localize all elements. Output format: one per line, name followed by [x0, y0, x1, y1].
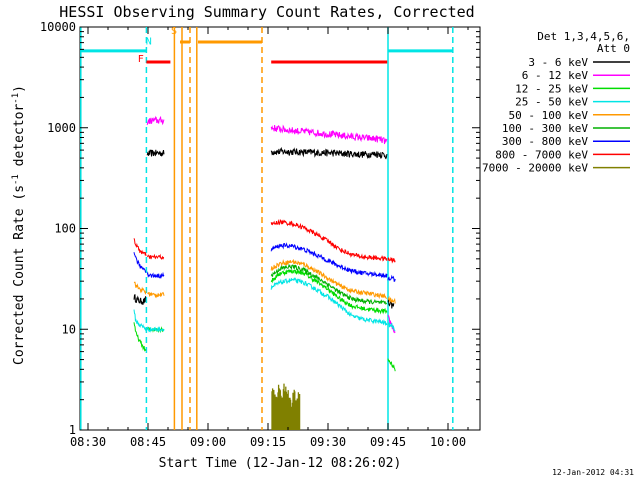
series-2 — [133, 269, 396, 372]
legend-label-3: 25 - 50 keV — [515, 96, 588, 109]
chart-title: HESSI Observing Summary Count Rates, Cor… — [59, 3, 474, 21]
legend-label-2: 12 - 25 keV — [515, 82, 588, 95]
series-3 — [133, 277, 396, 333]
x-axis-ticks: 08:30 08:45 09:00 09:15 09:30 09:45 10:00 — [70, 27, 469, 449]
series-6 — [133, 242, 396, 283]
y-tick-label-1: 10 — [62, 322, 76, 336]
y-tick-label-4: 10000 — [40, 20, 76, 34]
series-1-segment-1 — [270, 124, 388, 145]
series-2-segment-3 — [387, 358, 396, 372]
series-5-segment-0 — [270, 263, 388, 306]
x-tick-label-0: 08:30 — [70, 435, 106, 449]
series-3-segment-1 — [146, 326, 165, 333]
series-4-segment-0 — [133, 281, 147, 295]
x-tick-label-2: 09:00 — [190, 435, 226, 449]
series-6-segment-3 — [387, 274, 396, 283]
series-3-segment-3 — [387, 321, 396, 332]
series-0-segment-2 — [270, 147, 388, 160]
legend-label-4: 50 - 100 keV — [509, 109, 589, 122]
y-axis-label-main: Corrected Count Rate (s — [12, 185, 27, 365]
y-axis-label-mid: detector — [12, 104, 27, 175]
y-axis-label: Corrected Count Rate (s-1 detector-1) — [11, 85, 27, 365]
y-axis-ticks: 1 10 100 1000 10000 — [40, 20, 480, 437]
x-tick-label-5: 09:45 — [370, 435, 406, 449]
series-4-segment-3 — [387, 295, 396, 304]
y-axis-label-sup1: -1 — [11, 174, 21, 185]
y-axis-label-sup2: -1 — [11, 93, 21, 104]
series-6-segment-2 — [270, 242, 388, 279]
series-7-segment-2 — [270, 219, 388, 262]
x-tick-label-6: 10:00 — [430, 435, 466, 449]
series-8-segment-0 — [271, 383, 301, 430]
series-7-segment-0 — [133, 238, 147, 257]
observing-mode-annotations: FN S — [80, 26, 454, 430]
series-0 — [133, 147, 395, 309]
y-tick-label-0: 1 — [69, 423, 76, 437]
legend-label-8: 7000 - 20000 keV — [482, 162, 588, 175]
footer-timestamp: 12-Jan-2012 04:31 — [552, 468, 634, 477]
x-tick-label-1: 08:45 — [130, 435, 166, 449]
series-7-segment-1 — [146, 253, 165, 261]
series-7-segment-3 — [387, 256, 396, 264]
legend-header-line-1: Det 1,3,4,5,6, — [537, 30, 630, 43]
y-tick-label-2: 100 — [54, 222, 76, 236]
plot-axes — [79, 26, 481, 431]
plot-frame — [79, 26, 481, 431]
legend-label-7: 800 - 7000 keV — [495, 148, 588, 161]
series-8 — [271, 383, 301, 430]
mode-label-f: F — [138, 54, 144, 65]
series-3-segment-0 — [133, 309, 147, 332]
mode-label-n: N — [146, 37, 152, 48]
series-4-segment-1 — [147, 291, 165, 299]
legend-label-1: 6 - 12 keV — [522, 69, 589, 82]
x-tick-label-4: 09:30 — [310, 435, 346, 449]
series-0-segment-1 — [146, 149, 165, 157]
x-axis-label: Start Time (12-Jan-12 08:26:02) — [159, 456, 402, 471]
legend-header-line-2: Att 0 — [597, 42, 630, 55]
series-layer — [133, 115, 396, 430]
y-axis-label-end: ) — [12, 85, 27, 93]
series-2-segment-0 — [133, 322, 147, 352]
series-2-segment-2 — [270, 269, 388, 315]
series-6-segment-1 — [146, 271, 165, 279]
series-4-segment-2 — [270, 258, 388, 300]
series-0-segment-0 — [133, 294, 147, 306]
y-tick-label-3: 1000 — [47, 121, 76, 135]
series-1-segment-0 — [146, 115, 165, 126]
series-5 — [270, 263, 388, 306]
series-4 — [133, 258, 396, 304]
x-tick-label-3: 09:15 — [250, 435, 286, 449]
legend-label-5: 100 - 300 keV — [502, 122, 588, 135]
legend-label-6: 300 - 800 keV — [502, 135, 588, 148]
series-7 — [133, 219, 396, 264]
series-3-segment-2 — [270, 277, 388, 327]
legend-label-0: 3 - 6 keV — [528, 56, 588, 69]
series-6-segment-0 — [133, 252, 147, 273]
mode-label-s: S — [171, 26, 177, 37]
